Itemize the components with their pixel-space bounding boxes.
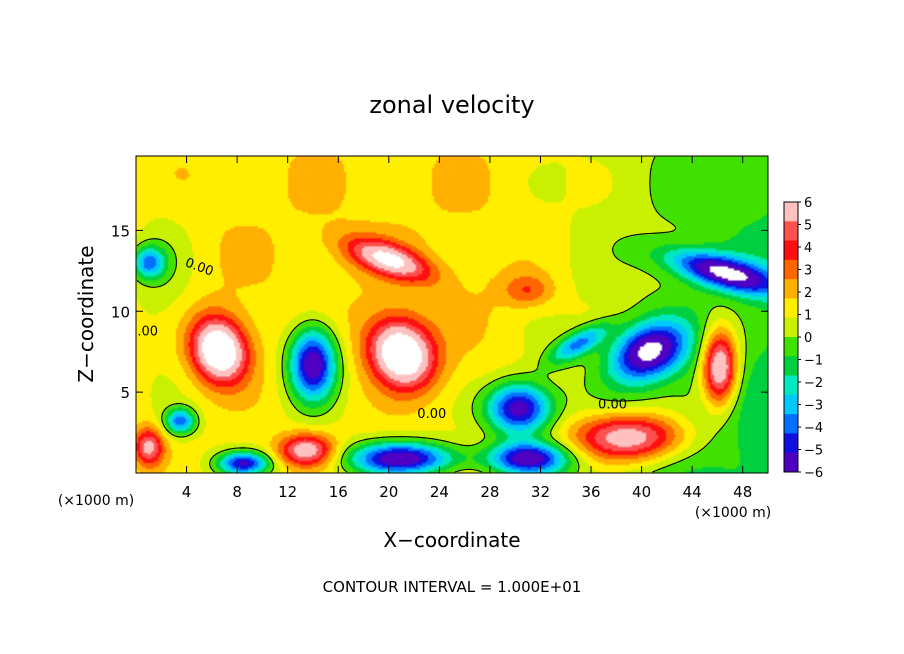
x-tick-label: 48 (733, 483, 752, 501)
x-tick-label: 8 (232, 483, 242, 501)
x-tick-label: 44 (683, 483, 702, 501)
colorbar-swatch (784, 452, 798, 473)
colorbar-swatch (784, 202, 798, 222)
colorbar-swatch (784, 414, 798, 434)
colorbar-tick-label: 1 (804, 309, 812, 324)
chart-title: zonal velocity (369, 91, 534, 119)
x-tick-label: 36 (581, 483, 600, 501)
y-tick-label: 10 (111, 303, 130, 321)
zero-contour-lines (136, 156, 747, 473)
colorbar-tick-label: −5 (804, 444, 823, 459)
x-tick-label: 24 (430, 483, 449, 501)
colorbar-swatch (784, 298, 798, 319)
x-tick-label: 40 (632, 483, 651, 501)
colorbar-tick-label: 3 (804, 264, 812, 279)
contour-label: 0.00 (129, 325, 158, 340)
colorbar-swatch (784, 433, 798, 454)
y-axis-ticks: 5 10 15 (111, 222, 768, 402)
x-origin-unit-label: (×1000 m) (58, 493, 134, 509)
x-tick-label: 28 (480, 483, 499, 501)
colorbar-swatch (784, 221, 798, 242)
colorbar-swatch (784, 375, 798, 396)
x-axis-unit-label: (×1000 m) (695, 505, 771, 521)
contour-interval-note: CONTOUR INTERVAL = 1.000E+01 (323, 578, 582, 596)
x-axis-ticks: 4 8 12 16 20 24 28 32 36 40 44 48 (182, 156, 752, 501)
colorbar-tick-label: −6 (804, 466, 823, 481)
colorbar: 6 5 4 3 2 1 0 −1 −2 −3 −4 −5 −6 (783, 196, 823, 481)
colorbar-tick-label: −2 (804, 376, 823, 391)
x-tick-label: 32 (531, 483, 550, 501)
colorbar-swatch (784, 394, 798, 415)
colorbar-swatch (784, 240, 798, 261)
colorbar-tick-label: 0 (804, 331, 812, 346)
colorbar-tick-label: 6 (804, 196, 812, 211)
colorbar-tick-label: 4 (804, 241, 812, 256)
x-tick-label: 20 (379, 483, 398, 501)
colorbar-swatch (784, 337, 798, 357)
x-tick-label: 12 (278, 483, 297, 501)
y-tick-label: 15 (111, 222, 130, 240)
y-tick-label: 5 (120, 384, 130, 402)
colorbar-swatch (784, 356, 798, 377)
colorbar-tick-label: −3 (804, 399, 823, 414)
colorbar-swatch (784, 279, 798, 299)
plot-frame (135, 155, 769, 474)
plot-area: 0.000.000.000.00 (129, 156, 768, 473)
zero-contour-path (136, 156, 747, 473)
contour-label: 0.00 (417, 407, 446, 422)
colorbar-swatch (784, 317, 798, 338)
colorbar-tick-label: 5 (804, 219, 812, 234)
colorbar-swatch (784, 259, 798, 280)
y-axis-title: Z−coordinate (74, 245, 98, 382)
colorbar-tick-label: −1 (804, 354, 823, 369)
x-axis-title: X−coordinate (383, 528, 520, 552)
velocity-field-heatmap (136, 156, 768, 473)
colorbar-tick-label: −4 (804, 421, 823, 436)
colorbar-tick-label: 2 (804, 286, 812, 301)
x-tick-label: 4 (182, 483, 192, 501)
x-tick-label: 16 (329, 483, 348, 501)
contour-label: 0.00 (598, 397, 627, 412)
